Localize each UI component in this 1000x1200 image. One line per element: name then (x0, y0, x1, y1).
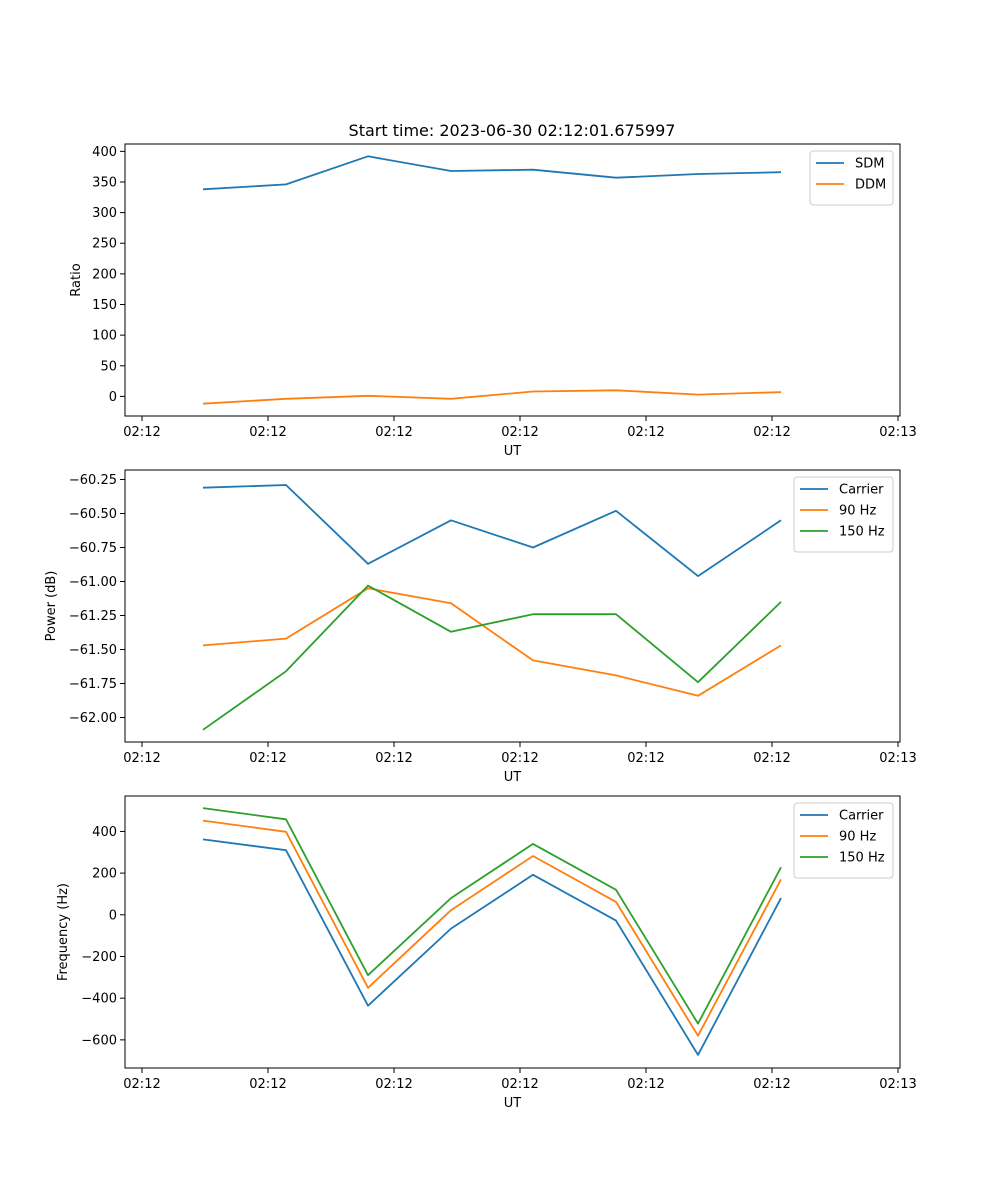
legend-label-90-hz: 90 Hz (839, 830, 876, 845)
chart-panel-1: 02:12 02:12 02:12 02:12 02:12 02:12 02:13 0 50 10… (69, 143, 917, 459)
y-tick-label: 150 (92, 298, 117, 313)
x-axis-label: UT (504, 1096, 522, 1111)
x-tick-label: 02:13 (879, 425, 916, 440)
y-tick-label: 50 (100, 359, 117, 374)
y-tick-label: 200 (92, 267, 117, 282)
x-axis-label: UT (504, 770, 522, 785)
legend-box (793, 802, 894, 879)
y-tick-label: −61.00 (69, 575, 117, 590)
series-line-150-hz (202, 584, 782, 731)
series-line-150-hz (202, 807, 782, 1025)
y-tick-label: 100 (92, 329, 117, 344)
y-tick-label: −61.25 (69, 609, 117, 624)
x-tick-label: 02:12 (375, 1077, 412, 1092)
y-tick-label: 400 (92, 145, 117, 160)
y-tick-label: 0 (109, 908, 117, 923)
series-line-sdm (202, 155, 782, 191)
legend-box (809, 150, 894, 206)
y-tick-label: −200 (81, 950, 117, 965)
plot-frame (124, 469, 901, 743)
chart-panel-2: 02:12 02:12 02:12 02:12 02:12 02:12 02:13 −62.0… (44, 469, 917, 785)
legend-label-sdm: SDM (855, 157, 884, 172)
x-tick-label: 02:12 (627, 425, 664, 440)
legend-label-ddm: DDM (855, 178, 886, 193)
series-line-carrier (202, 838, 782, 1056)
x-tick-label: 02:12 (123, 751, 160, 766)
x-tick-label: 02:12 (501, 751, 538, 766)
y-tick-label: −60.75 (69, 541, 117, 556)
x-tick-label: 02:12 (753, 425, 790, 440)
x-tick-label: 02:13 (879, 1077, 916, 1092)
legend: SDM DDM (809, 150, 894, 206)
y-tick-label: −60.50 (69, 507, 117, 522)
y-tick-label: 400 (92, 825, 117, 840)
legend-box (793, 476, 894, 553)
x-tick-label: 02:12 (501, 425, 538, 440)
legend-label-150-hz: 150 Hz (839, 851, 885, 866)
series-line-carrier (202, 484, 782, 577)
x-tick-label: 02:12 (375, 425, 412, 440)
x-tick-label: 02:12 (123, 425, 160, 440)
x-tick-label: 02:12 (627, 1077, 664, 1092)
legend: Carrier 90 Hz 150 Hz (793, 802, 894, 879)
y-tick-label: −61.75 (69, 677, 117, 692)
y-axis-label: Ratio (69, 263, 84, 296)
x-tick-label: 02:13 (879, 751, 916, 766)
plot-frame (124, 795, 901, 1069)
x-tick-label: 02:12 (249, 425, 286, 440)
y-tick-label: 350 (92, 175, 117, 190)
x-tick-label: 02:12 (375, 751, 412, 766)
legend-label-90-hz: 90 Hz (839, 504, 876, 519)
y-tick-label: −60.25 (69, 473, 117, 488)
x-axis-label: UT (504, 444, 522, 459)
legend-label-carrier: Carrier (839, 483, 884, 498)
x-tick-label: 02:12 (501, 1077, 538, 1092)
y-tick-label: −61.50 (69, 643, 117, 658)
figure-title: Start time: 2023-06-30 02:12:01.675997 (349, 121, 676, 140)
x-tick-label: 02:12 (627, 751, 664, 766)
series-line-ddm (202, 389, 782, 405)
x-tick-label: 02:12 (123, 1077, 160, 1092)
x-tick-label: 02:12 (753, 1077, 790, 1092)
y-tick-label: −400 (81, 992, 117, 1007)
y-tick-label: 300 (92, 206, 117, 221)
chart-panel-3: 02:12 02:12 02:12 02:12 02:12 02:12 02:13 −600 −… (56, 795, 917, 1111)
y-tick-label: −600 (81, 1033, 117, 1048)
series-line-90-hz (202, 587, 782, 697)
y-axis-label: Power (dB) (44, 571, 59, 642)
legend: Carrier 90 Hz 150 Hz (793, 476, 894, 553)
x-tick-label: 02:12 (753, 751, 790, 766)
plot-frame (124, 143, 901, 417)
y-axis-label: Frequency (Hz) (56, 883, 71, 981)
series-line-90-hz (202, 819, 782, 1037)
y-tick-label: 200 (92, 867, 117, 882)
y-tick-label: 0 (109, 390, 117, 405)
y-tick-label: 250 (92, 237, 117, 252)
legend-label-carrier: Carrier (839, 809, 884, 824)
x-tick-label: 02:12 (249, 1077, 286, 1092)
y-tick-label: −62.00 (69, 711, 117, 726)
legend-label-150-hz: 150 Hz (839, 525, 885, 540)
x-tick-label: 02:12 (249, 751, 286, 766)
